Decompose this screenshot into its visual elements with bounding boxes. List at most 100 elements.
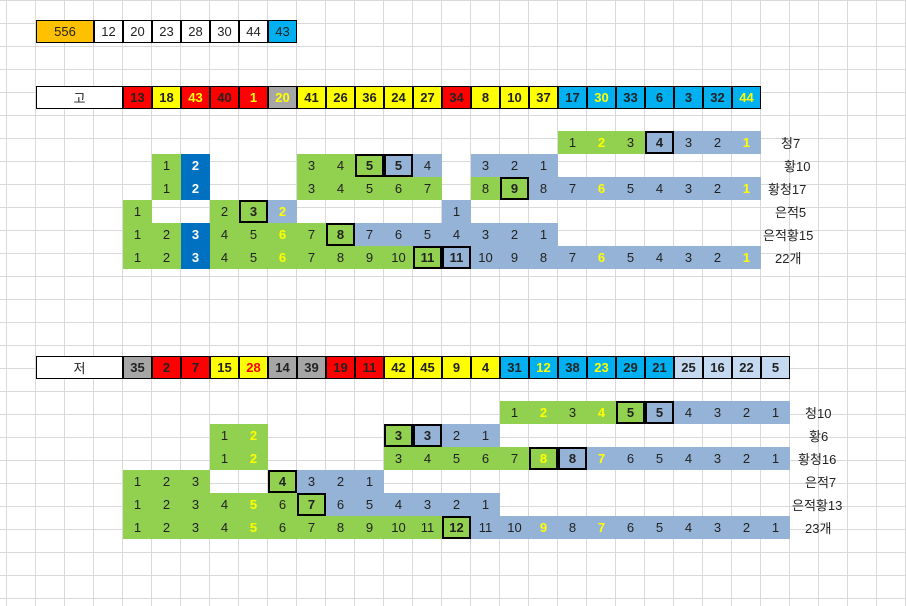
count-cell[interactable]: 7: [355, 223, 384, 246]
count-cell[interactable]: 10: [384, 246, 413, 269]
count-cell[interactable]: 1: [442, 200, 471, 223]
header-number-cell[interactable]: 21: [645, 356, 674, 379]
count-cell[interactable]: 1: [123, 223, 152, 246]
count-cell[interactable]: 4: [674, 516, 703, 539]
row-label-cell[interactable]: 은적7: [805, 475, 837, 490]
top-number-cell[interactable]: 12: [94, 20, 123, 43]
top-number-cell[interactable]: 30: [210, 20, 239, 43]
count-cell[interactable]: 9: [500, 246, 529, 269]
count-cell[interactable]: 6: [384, 223, 413, 246]
row-label-cell[interactable]: 22개: [775, 251, 802, 266]
top-number-cell[interactable]: 20: [123, 20, 152, 43]
count-cell[interactable]: 8: [471, 177, 500, 200]
header-number-cell[interactable]: 44: [732, 86, 761, 109]
count-cell[interactable]: 5: [616, 246, 645, 269]
count-cell[interactable]: 2: [181, 154, 210, 177]
count-cell[interactable]: 1: [355, 470, 384, 493]
count-cell[interactable]: 1: [123, 516, 152, 539]
count-cell[interactable]: 5: [616, 401, 645, 424]
count-cell[interactable]: 4: [587, 401, 616, 424]
header-number-cell[interactable]: 14: [268, 356, 297, 379]
header-number-cell[interactable]: 39: [297, 356, 326, 379]
count-cell[interactable]: 2: [500, 154, 529, 177]
header-number-cell[interactable]: 27: [413, 86, 442, 109]
header-number-cell[interactable]: 34: [442, 86, 471, 109]
count-cell[interactable]: 1: [761, 516, 790, 539]
count-cell[interactable]: 3: [413, 424, 442, 447]
count-cell[interactable]: 3: [703, 516, 732, 539]
count-cell[interactable]: 6: [616, 516, 645, 539]
count-cell[interactable]: 6: [587, 177, 616, 200]
count-cell[interactable]: 1: [210, 424, 239, 447]
header-number-cell[interactable]: 35: [123, 356, 152, 379]
count-cell[interactable]: 3: [413, 493, 442, 516]
count-cell[interactable]: 1: [152, 154, 181, 177]
count-cell[interactable]: 2: [732, 516, 761, 539]
count-cell[interactable]: 3: [181, 493, 210, 516]
count-cell[interactable]: 3: [297, 154, 326, 177]
count-cell[interactable]: 4: [210, 516, 239, 539]
count-cell[interactable]: 1: [761, 447, 790, 470]
count-cell[interactable]: 4: [268, 470, 297, 493]
count-cell[interactable]: 7: [558, 246, 587, 269]
count-cell[interactable]: 2: [326, 470, 355, 493]
header-number-cell[interactable]: 16: [703, 356, 732, 379]
header-number-cell[interactable]: 45: [413, 356, 442, 379]
count-cell[interactable]: 2: [152, 493, 181, 516]
section-title-cell[interactable]: 고: [36, 86, 123, 109]
row-label-cell[interactable]: 은적5: [775, 205, 807, 220]
count-cell[interactable]: 4: [210, 493, 239, 516]
header-number-cell[interactable]: 32: [703, 86, 732, 109]
header-number-cell[interactable]: 41: [297, 86, 326, 109]
count-cell[interactable]: 2: [239, 447, 268, 470]
count-cell[interactable]: 7: [413, 177, 442, 200]
count-cell[interactable]: 7: [558, 177, 587, 200]
count-cell[interactable]: 6: [587, 246, 616, 269]
header-number-cell[interactable]: 17: [558, 86, 587, 109]
top-number-cell[interactable]: 28: [181, 20, 210, 43]
header-number-cell[interactable]: 6: [645, 86, 674, 109]
count-cell[interactable]: 7: [297, 223, 326, 246]
count-cell[interactable]: 2: [587, 131, 616, 154]
count-cell[interactable]: 5: [355, 493, 384, 516]
count-cell[interactable]: 2: [152, 246, 181, 269]
count-cell[interactable]: 3: [674, 177, 703, 200]
count-cell[interactable]: 4: [326, 154, 355, 177]
count-cell[interactable]: 5: [413, 223, 442, 246]
count-cell[interactable]: 3: [181, 516, 210, 539]
count-cell[interactable]: 8: [558, 447, 587, 470]
header-number-cell[interactable]: 22: [732, 356, 761, 379]
row-label-cell[interactable]: 청10: [805, 406, 832, 421]
count-cell[interactable]: 2: [442, 493, 471, 516]
count-cell[interactable]: 4: [210, 246, 239, 269]
count-cell[interactable]: 4: [442, 223, 471, 246]
header-number-cell[interactable]: 28: [239, 356, 268, 379]
header-number-cell[interactable]: 9: [442, 356, 471, 379]
count-cell[interactable]: 2: [181, 177, 210, 200]
count-cell[interactable]: 1: [500, 401, 529, 424]
count-cell[interactable]: 2: [703, 131, 732, 154]
count-cell[interactable]: 4: [413, 447, 442, 470]
count-cell[interactable]: 8: [529, 246, 558, 269]
count-cell[interactable]: 4: [645, 131, 674, 154]
header-number-cell[interactable]: 12: [529, 356, 558, 379]
count-cell[interactable]: 1: [732, 131, 761, 154]
row-label-cell[interactable]: 청7: [781, 136, 801, 151]
count-cell[interactable]: 11: [471, 516, 500, 539]
top-bonus-cell[interactable]: 43: [268, 20, 297, 43]
header-number-cell[interactable]: 3: [674, 86, 703, 109]
count-cell[interactable]: 3: [558, 401, 587, 424]
count-cell[interactable]: 5: [355, 177, 384, 200]
count-cell[interactable]: 5: [355, 154, 384, 177]
count-cell[interactable]: 8: [326, 223, 355, 246]
count-cell[interactable]: 5: [239, 516, 268, 539]
header-number-cell[interactable]: 24: [384, 86, 413, 109]
count-cell[interactable]: 10: [471, 246, 500, 269]
count-cell[interactable]: 3: [703, 401, 732, 424]
count-cell[interactable]: 3: [703, 447, 732, 470]
count-cell[interactable]: 2: [268, 200, 297, 223]
row-label-cell[interactable]: 황6: [809, 429, 829, 444]
count-cell[interactable]: 1: [210, 447, 239, 470]
header-number-cell[interactable]: 1: [239, 86, 268, 109]
count-cell[interactable]: 5: [616, 177, 645, 200]
